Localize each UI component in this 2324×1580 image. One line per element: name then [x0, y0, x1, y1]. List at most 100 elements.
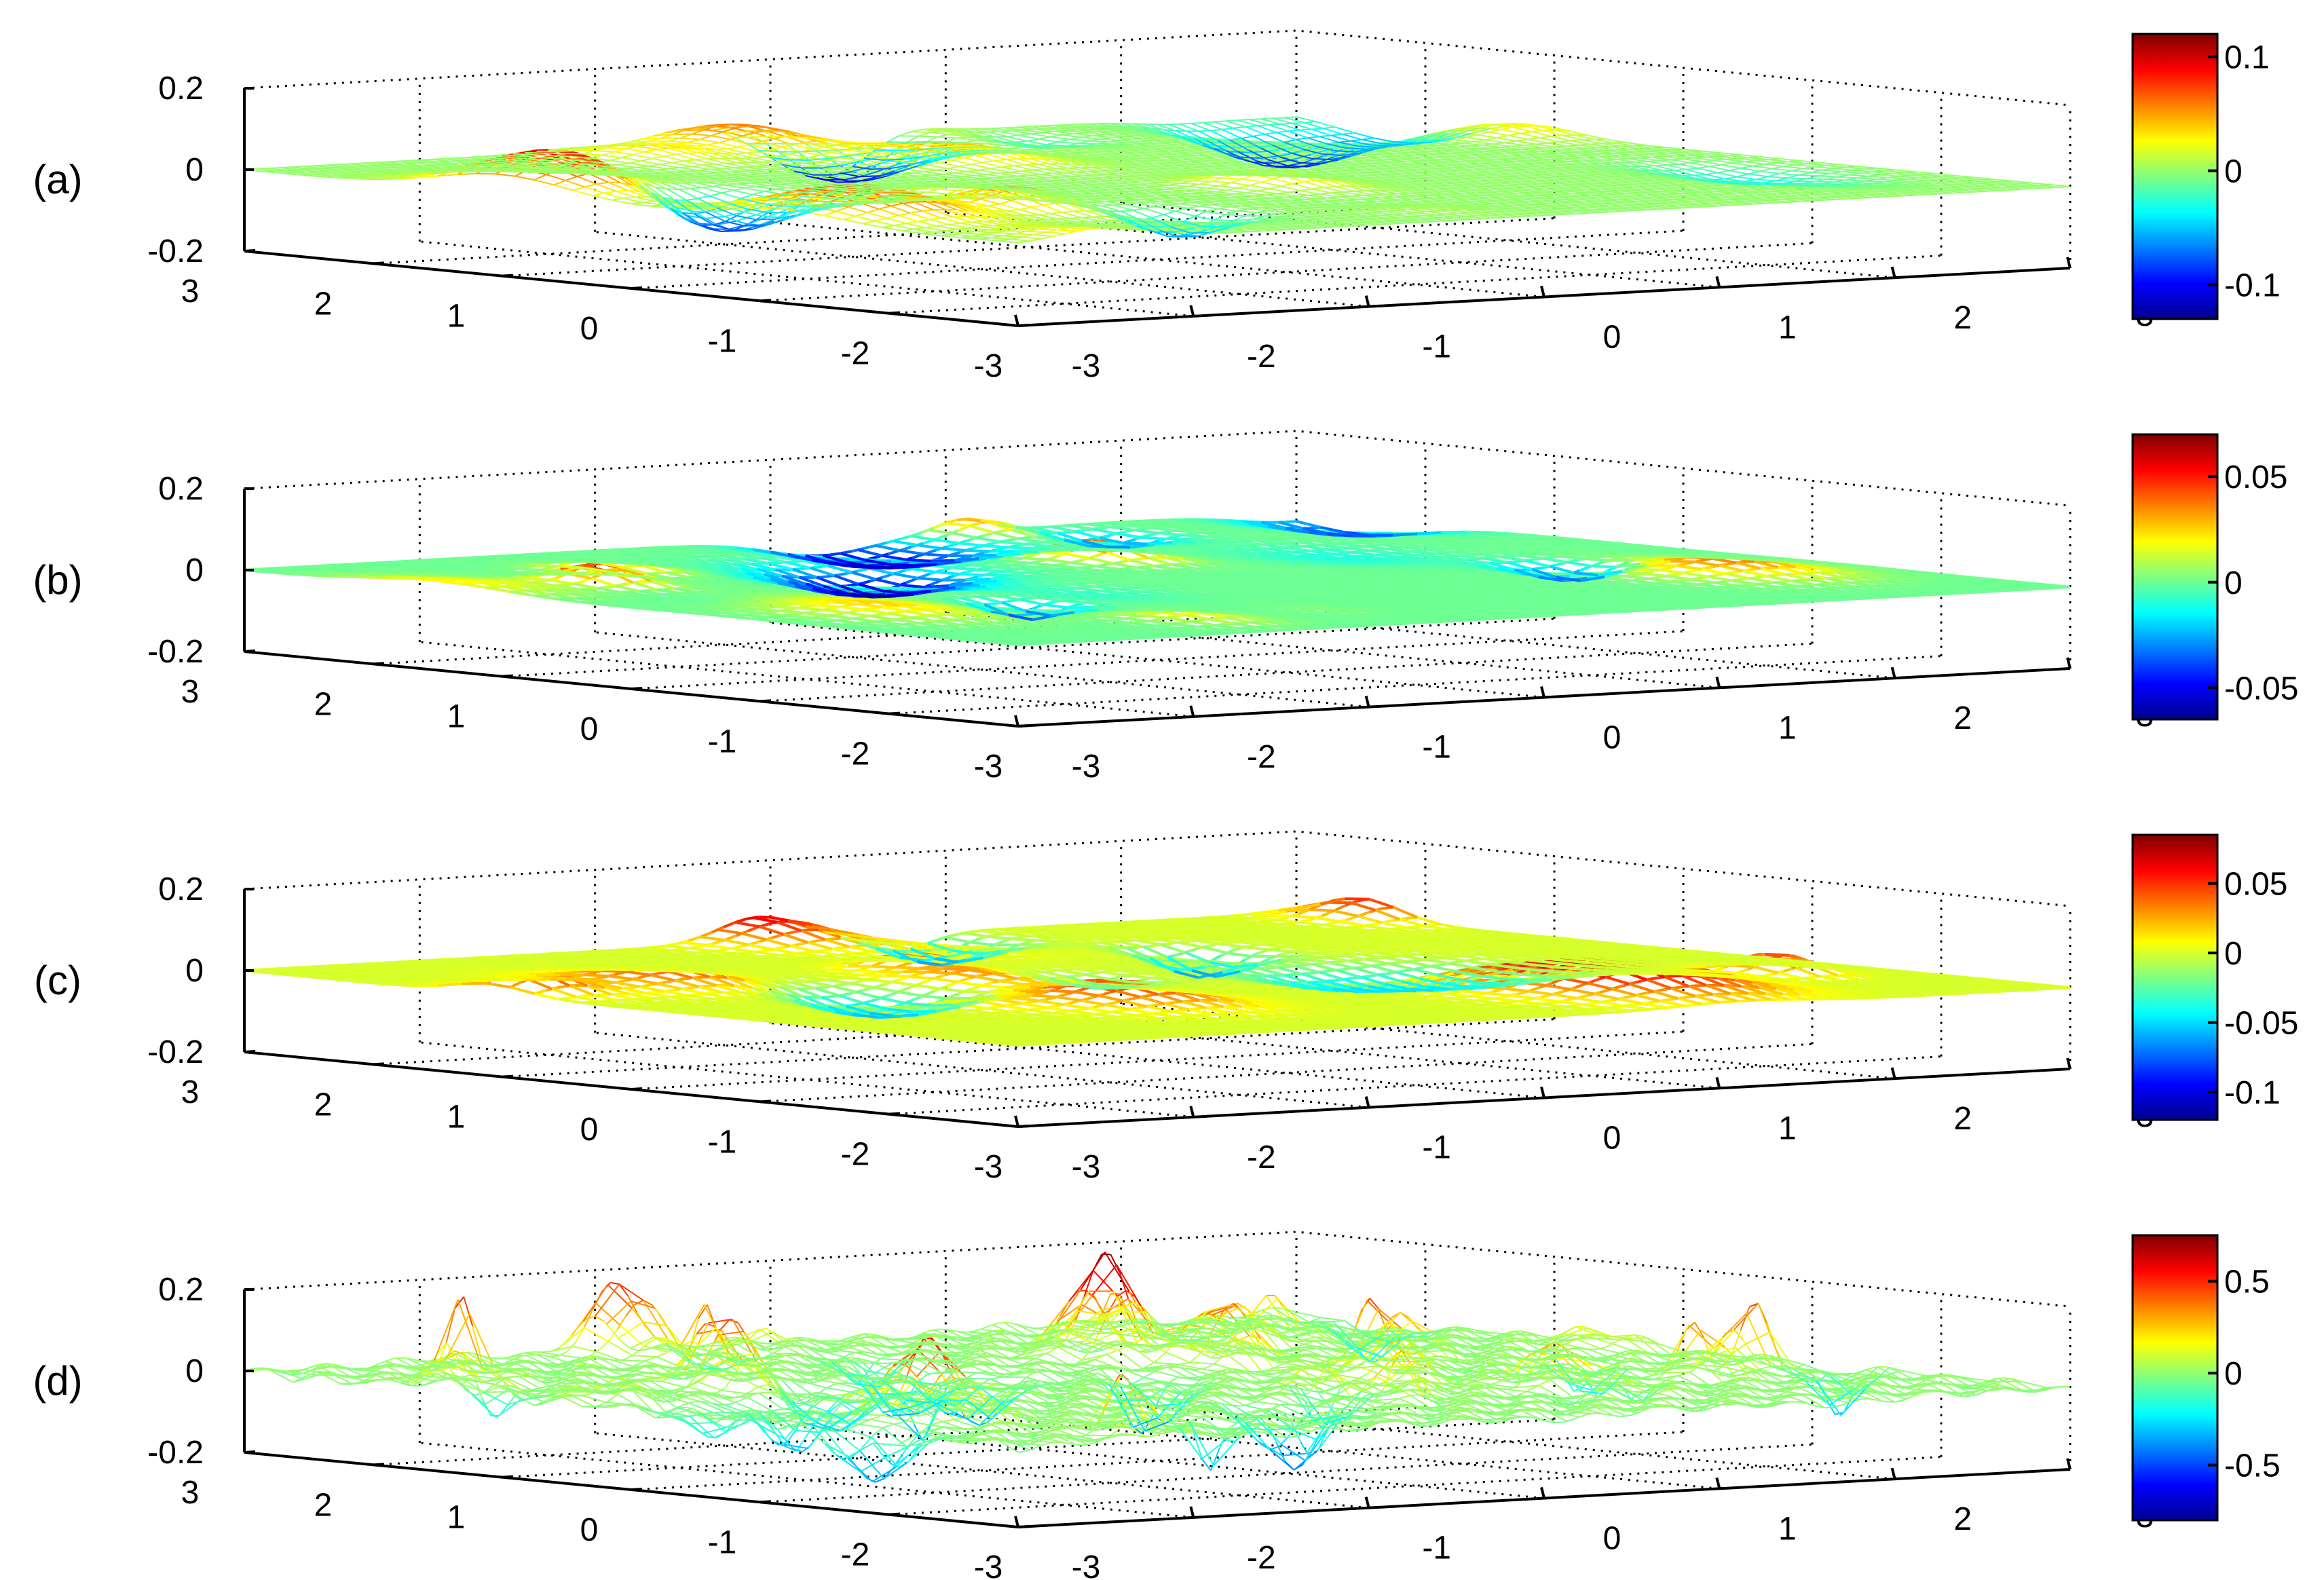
x-tick — [889, 1514, 900, 1515]
y-tick — [1015, 1516, 1018, 1527]
y-tick — [1366, 1497, 1369, 1508]
x-tick-label: 3 — [181, 1074, 200, 1110]
y-tick — [1541, 1087, 1544, 1098]
x-tick — [631, 688, 642, 689]
x-tick-label: -1 — [708, 323, 737, 359]
y-tick-label: -1 — [1422, 730, 1451, 766]
y-tick-label: 1 — [1778, 309, 1797, 345]
colorbar-tick-label: 0 — [2224, 154, 2243, 190]
colorbar — [2133, 835, 2217, 1120]
y-tick-label: -3 — [1072, 749, 1101, 785]
surface-mesh — [244, 1252, 2070, 1482]
y-tick — [1366, 1097, 1369, 1108]
x-tick-label: -2 — [841, 736, 870, 772]
y-tick-label: 0 — [1603, 720, 1622, 756]
y-tick — [1892, 267, 1895, 278]
x-tick — [373, 663, 384, 664]
z-tick-label: -0.2 — [147, 233, 204, 269]
x-tick — [889, 313, 900, 314]
x-tick — [244, 651, 255, 652]
box-top-edge — [244, 431, 2070, 506]
y-tick-label: -3 — [1072, 348, 1101, 384]
y-tick — [1892, 1468, 1895, 1479]
z-tick-label: 0 — [185, 552, 204, 588]
x-tick-label: -2 — [841, 336, 870, 372]
colorbar-tick-label: -0.05 — [2224, 1006, 2298, 1042]
colorbar-tick-label: 0.1 — [2224, 40, 2270, 76]
x-tick-label: 3 — [181, 674, 200, 710]
z-tick-label: 0 — [185, 152, 204, 188]
x-tick-label: -3 — [974, 348, 1003, 384]
x-tick — [1018, 325, 1029, 326]
x-tick-label: -3 — [974, 1549, 1003, 1580]
panel-label: (c) — [34, 958, 81, 1003]
x-tick — [1018, 1526, 1029, 1527]
colorbar-tick-label: -0.1 — [2224, 1075, 2281, 1111]
x-tick-label: 2 — [314, 1087, 333, 1123]
x-tick-label: 1 — [447, 1099, 466, 1135]
surface-mesh — [244, 899, 2070, 1045]
colorbar — [2133, 1235, 2217, 1520]
colorbar-tick-label: 0.05 — [2224, 459, 2287, 495]
y-tick — [1366, 696, 1369, 707]
x-tick-label: 3 — [181, 274, 200, 309]
y-tick — [1541, 687, 1544, 698]
z-tick-label: -0.2 — [147, 1034, 204, 1070]
y-tick — [1191, 706, 1193, 717]
y-tick-label: 0 — [1603, 1521, 1622, 1557]
y-tick — [1717, 1077, 1719, 1088]
z-tick-label: 0 — [185, 953, 204, 989]
y-tick — [1892, 1068, 1895, 1078]
x-tick-label: 0 — [580, 311, 599, 347]
z-tick-label: 0.2 — [158, 871, 204, 907]
x-tick — [760, 1501, 771, 1502]
surface-mesh — [244, 117, 2070, 243]
colorbar-tick-label: 0 — [2224, 565, 2243, 601]
panel-label: (d) — [33, 1358, 82, 1404]
x-tick — [502, 676, 513, 677]
y-tick — [1717, 1478, 1719, 1488]
x-tick-label: -3 — [974, 1149, 1003, 1185]
x-tick-label: 1 — [447, 699, 466, 735]
y-tick-label: 2 — [1953, 300, 1972, 336]
z-tick-label: 0.2 — [158, 1272, 204, 1308]
colorbar-tick-label: 0 — [2224, 1356, 2243, 1392]
x-tick — [244, 250, 255, 251]
x-tick — [760, 700, 771, 701]
y-tick-label: 2 — [1953, 700, 1972, 736]
colorbar-tick-label: -0.5 — [2224, 1448, 2281, 1484]
box-top-edge — [244, 31, 2070, 105]
y-tick-label: -1 — [1422, 1130, 1451, 1166]
y-tick — [1541, 1488, 1544, 1499]
x-tick — [502, 1477, 513, 1478]
z-tick-label: -0.2 — [147, 1435, 204, 1471]
y-tick-label: 2 — [1953, 1501, 1972, 1537]
x-tick-label: -1 — [708, 1524, 737, 1560]
y-tick-label: -1 — [1422, 329, 1451, 365]
x-tick-label: 1 — [447, 1500, 466, 1536]
y-tick-label: 0 — [1603, 1121, 1622, 1156]
x-tick — [760, 300, 771, 301]
colorbar-tick-label: 0.5 — [2224, 1264, 2270, 1300]
surface-mesh — [244, 519, 2070, 645]
x-tick — [631, 1489, 642, 1490]
z-tick-label: 0.2 — [158, 71, 204, 107]
x-tick-label: 0 — [580, 1112, 599, 1148]
y-tick-label: 1 — [1778, 1110, 1797, 1146]
y-tick-label: -2 — [1247, 1540, 1276, 1576]
x-tick-label: 2 — [314, 286, 333, 322]
x-tick-label: -3 — [974, 749, 1003, 785]
x-tick-label: 3 — [181, 1475, 200, 1511]
y-tick — [1191, 1106, 1193, 1117]
y-tick-label: -3 — [1072, 1549, 1101, 1580]
x-tick-label: 2 — [314, 686, 333, 722]
panel-label: (b) — [33, 557, 82, 603]
x-tick-label: -1 — [708, 723, 737, 759]
z-tick-label: 0.2 — [158, 471, 204, 507]
x-tick-label: -2 — [841, 1537, 870, 1573]
x-tick — [760, 1101, 771, 1102]
y-tick — [1541, 286, 1544, 297]
y-tick-label: -2 — [1247, 339, 1276, 375]
